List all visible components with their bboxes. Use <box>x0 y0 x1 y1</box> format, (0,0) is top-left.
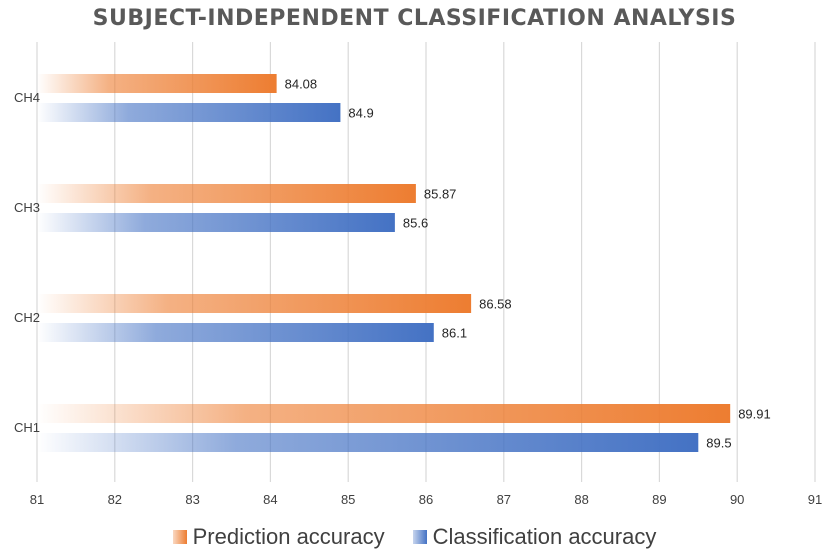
legend-item-classification: Classification accuracy <box>412 524 657 550</box>
legend-label-prediction: Prediction accuracy <box>192 524 385 549</box>
data-label-prediction-ch3: 85.87 <box>424 187 457 202</box>
bar-classification-ch4 <box>37 103 341 122</box>
bar-prediction-ch1 <box>37 404 731 423</box>
x-tick-label: 86 <box>419 492 433 507</box>
legend-swatch-classification <box>412 530 427 544</box>
x-tick-label: 81 <box>30 492 44 507</box>
x-tick-label: 82 <box>108 492 122 507</box>
x-tick-label: 91 <box>808 492 822 507</box>
category-label-ch2: CH2 <box>14 310 40 325</box>
category-label-ch4: CH4 <box>14 90 40 105</box>
bar-prediction-ch2 <box>37 294 472 313</box>
x-tick-label: 83 <box>185 492 199 507</box>
category-label-ch3: CH3 <box>14 200 40 215</box>
category-label-ch1: CH1 <box>14 420 40 435</box>
data-label-prediction-ch1: 89.91 <box>738 407 771 422</box>
bar-classification-ch2 <box>37 323 434 342</box>
bar-classification-ch3 <box>37 213 395 232</box>
legend-label-classification: Classification accuracy <box>432 524 657 549</box>
x-tick-label: 84 <box>263 492 277 507</box>
x-tick-label: 88 <box>574 492 588 507</box>
bar-classification-ch1 <box>37 433 699 452</box>
bars <box>37 74 731 452</box>
data-label-classification-ch2: 86.1 <box>442 326 467 341</box>
data-label-classification-ch3: 85.6 <box>403 216 428 231</box>
chart-title: SUBJECT-INDEPENDENT CLASSIFICATION ANALY… <box>92 6 737 31</box>
x-tick-label: 90 <box>730 492 744 507</box>
x-tick-label: 87 <box>497 492 511 507</box>
legend: Prediction accuracy Classification accur… <box>0 524 829 550</box>
legend-item-prediction: Prediction accuracy <box>172 524 385 550</box>
data-label-prediction-ch2: 86.58 <box>479 297 512 312</box>
data-label-prediction-ch4: 84.08 <box>285 77 318 92</box>
x-tick-label: 89 <box>652 492 666 507</box>
legend-swatch-prediction <box>172 530 187 544</box>
data-label-classification-ch4: 84.9 <box>348 106 373 121</box>
data-label-classification-ch1: 89.5 <box>706 436 731 451</box>
bar-prediction-ch3 <box>37 184 416 203</box>
bar-prediction-ch4 <box>37 74 277 93</box>
labels: 81 82 83 84 85 86 87 88 89 90 91 CH4 84.08 84.9 CH3 85.… <box>14 77 822 508</box>
x-tick-label: 85 <box>341 492 355 507</box>
